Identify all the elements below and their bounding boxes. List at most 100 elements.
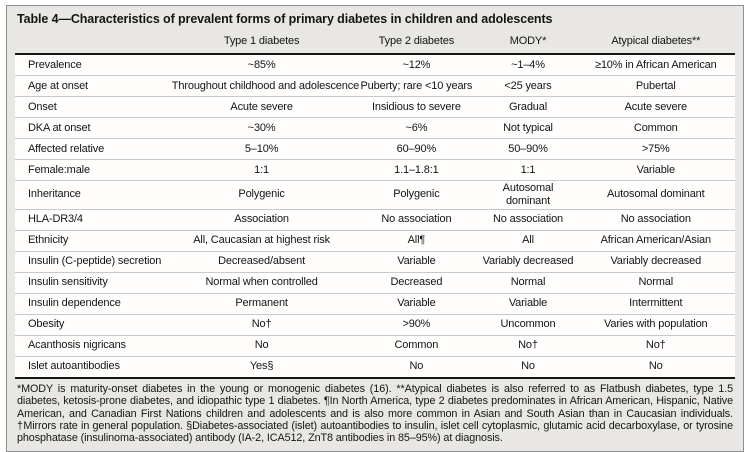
cell-mody: <25 years <box>504 79 552 92</box>
cell-type1: ~30% <box>247 121 276 134</box>
cell-mody: Gradual <box>508 100 548 113</box>
column-header-type1: Type 1 diabetes <box>223 34 300 47</box>
row-label: Ethnicity <box>28 234 69 247</box>
cell-mody: All <box>522 234 534 247</box>
table-row-hla-dr34: HLA-DR3/4 Association No association No … <box>15 210 735 231</box>
row-label: Affected relative <box>28 142 105 155</box>
cell-type1: Decreased/absent <box>218 255 306 268</box>
table-row-insulin-dependence: Insulin dependence Permanent Variable Va… <box>15 294 735 315</box>
cell-type1: No† <box>251 318 272 331</box>
cell-type1: Polygenic <box>238 188 285 201</box>
row-label: Prevalence <box>28 58 82 71</box>
cell-atypical: Autosomal dominant <box>606 188 705 201</box>
cell-atypical: Variably decreased <box>610 255 702 268</box>
cell-atypical: Variable <box>636 163 675 176</box>
cell-type1: 1:1 <box>254 163 270 176</box>
table-row-female-male: Female:male 1:1 1.1–1.8:1 1:1 Variable <box>15 160 735 181</box>
cell-type1: All, Caucasian at highest risk <box>193 234 330 247</box>
table-row-age-at-onset: Age at onset Throughout childhood and ad… <box>15 76 735 97</box>
cell-atypical: Normal <box>638 276 674 289</box>
cell-mody: Variably decreased <box>482 255 574 268</box>
cell-atypical: African American/Asian <box>600 234 712 247</box>
cell-type1: 5–10% <box>244 142 279 155</box>
cell-atypical: Common <box>633 121 678 134</box>
row-label: Inheritance <box>28 188 81 201</box>
cell-atypical: Varies with population <box>604 318 708 331</box>
table-row-dka-at-onset: DKA at onset ~30% ~6% Not typical Common <box>15 118 735 139</box>
column-header-mody: MODY* <box>509 34 547 47</box>
cell-atypical: Intermittent <box>629 297 683 310</box>
cell-type1: ~85% <box>247 58 276 71</box>
row-label: Acanthosis nigricans <box>28 339 126 352</box>
footer-rule <box>15 376 735 379</box>
cell-mody: No† <box>518 339 538 352</box>
row-label: Female:male <box>28 163 90 176</box>
cell-mody: Not typical <box>503 121 553 134</box>
cell-type2: 1.1–1.8:1 <box>394 163 439 176</box>
cell-mody: ~1–4% <box>511 58 545 71</box>
cell-type2: Puberty; rare <10 years <box>360 79 473 92</box>
cell-type1: Permanent <box>235 297 288 310</box>
cell-type1: Yes§ <box>249 360 274 373</box>
column-header-type2: Type 2 diabetes <box>378 34 455 47</box>
cell-atypical: No <box>648 360 663 373</box>
cell-atypical: Acute severe <box>624 100 688 113</box>
table-body: Prevalence ~85% ~12% ~1–4% ≥10% in Afric… <box>15 55 735 377</box>
row-label: Islet autoantibodies <box>28 360 120 373</box>
row-label: Insulin (C-peptide) secretion <box>28 255 162 268</box>
cell-mody: Uncommon <box>500 318 556 331</box>
row-label: Insulin dependence <box>28 297 121 310</box>
cell-atypical: ≥10% in African American <box>594 58 717 71</box>
row-label: HLA-DR3/4 <box>28 213 83 226</box>
cell-type2: Insidious to severe <box>371 100 461 113</box>
table-row-acanthosis-nigricans: Acanthosis nigricans No Common No† No† <box>15 336 735 357</box>
cell-atypical: Pubertal <box>635 79 676 92</box>
header-rule <box>15 53 735 55</box>
cell-mody: 50–90% <box>508 142 548 155</box>
row-label: Onset <box>28 100 57 113</box>
cell-type2: ~6% <box>405 121 428 134</box>
table-row-onset: Onset Acute severe Insidious to severe G… <box>15 97 735 118</box>
cell-type1: No <box>254 339 269 352</box>
table-row-insulin-sensitivity: Insulin sensitivity Normal when controll… <box>15 273 735 294</box>
cell-type1: Throughout childhood and adolescence <box>171 79 360 92</box>
cell-type2: >90% <box>402 318 431 331</box>
row-label: DKA at onset <box>28 121 91 134</box>
cell-mody: 1:1 <box>520 163 536 176</box>
row-label: Obesity <box>28 318 65 331</box>
cell-type1: Acute severe <box>230 100 293 113</box>
table-row-obesity: Obesity No† >90% Uncommon Varies with po… <box>15 315 735 336</box>
table-row-prevalence: Prevalence ~85% ~12% ~1–4% ≥10% in Afric… <box>15 55 735 76</box>
cell-type2: Common <box>394 339 439 352</box>
cell-type2: Variable <box>397 255 436 268</box>
cell-atypical: No association <box>620 213 691 226</box>
cell-type2: Polygenic <box>393 188 440 201</box>
table-row-ethnicity: Ethnicity All, Caucasian at highest risk… <box>15 231 735 252</box>
cell-type2: Decreased <box>390 276 443 289</box>
cell-mody: No association <box>492 213 564 226</box>
table-row-islet-autoantibodies: Islet autoantibodies Yes§ No No No <box>15 357 735 377</box>
cell-atypical: No† <box>645 339 666 352</box>
cell-type2: No <box>409 360 424 373</box>
cell-type2: All¶ <box>407 234 426 247</box>
table-header-row: Type 1 diabetes Type 2 diabetes MODY* At… <box>15 30 735 53</box>
cell-atypical: >75% <box>641 142 670 155</box>
row-label: Insulin sensitivity <box>28 276 108 289</box>
table-row-inheritance: Inheritance Polygenic Polygenic Autosoma… <box>15 181 735 210</box>
cell-type2: ~12% <box>402 58 431 71</box>
cell-type1: Normal when controlled <box>205 276 318 289</box>
cell-mody: Normal <box>510 276 546 289</box>
row-label: Age at onset <box>28 79 88 92</box>
table-title: Table 4—Characteristics of prevalent for… <box>17 12 553 26</box>
cell-mody: No <box>521 360 535 373</box>
cell-type2: 60–90% <box>396 142 437 155</box>
cell-type2: No association <box>381 213 452 226</box>
cell-mody: Variable <box>508 297 548 310</box>
cell-mody: Autosomal dominant <box>502 182 554 207</box>
table-row-affected-relative: Affected relative 5–10% 60–90% 50–90% >7… <box>15 139 735 160</box>
column-header-atypical: Atypical diabetes** <box>611 34 701 47</box>
table-footnote: *MODY is maturity-onset diabetes in the … <box>17 382 733 445</box>
table-row-insulin-c-peptide-secretion: Insulin (C-peptide) secretion Decreased/… <box>15 252 735 273</box>
cell-type2: Variable <box>397 297 436 310</box>
table-card: Table 4—Characteristics of prevalent for… <box>6 5 744 452</box>
